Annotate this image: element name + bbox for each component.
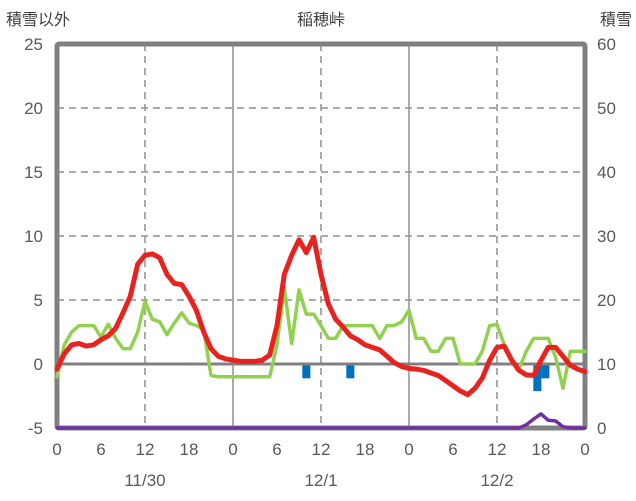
x-axis-tick-label: 18 [356, 440, 375, 459]
chart-title: 稲穂峠 [296, 12, 346, 29]
right-axis-tick-label: 20 [597, 291, 616, 310]
x-axis-tick-label: 12 [312, 440, 331, 459]
left-axis-title: 積雪以外 [6, 12, 71, 29]
x-axis-tick-label: 12 [136, 440, 155, 459]
right-axis-tick-label: 60 [597, 35, 616, 54]
temperature-red [54, 234, 588, 398]
x-axis-tick-label: 0 [52, 440, 61, 459]
x-axis-date-label: 12/2 [480, 471, 513, 490]
x-axis-tick-label: 6 [448, 440, 457, 459]
precipitation-blue-bar [541, 365, 550, 379]
left-axis-tick-label: -5 [28, 419, 43, 438]
left-axis-tick-label: 25 [24, 35, 43, 54]
green-line [55, 286, 587, 391]
x-axis-tick-label: 12 [488, 440, 507, 459]
x-axis-tick-label: 6 [272, 440, 281, 459]
right-axis-tick-label: 30 [597, 227, 616, 246]
snow-depth-purple [55, 412, 587, 430]
right-axis-tick-label: 50 [597, 99, 616, 118]
precipitation-blue-bar [302, 365, 311, 379]
x-axis-tick-label: 0 [228, 440, 237, 459]
right-axis-tick-label: 40 [597, 163, 616, 182]
left-axis-tick-label: 20 [24, 99, 43, 118]
x-axis-date-label: 11/30 [124, 471, 165, 490]
left-axis-tick-label: 15 [24, 163, 43, 182]
x-axis-date-label: 12/1 [304, 471, 337, 490]
x-axis-tick-label: 18 [180, 440, 199, 459]
x-axis-tick-label: 18 [532, 440, 551, 459]
left-axis-tick-label: 5 [34, 291, 43, 310]
x-axis-tick-label: 0 [404, 440, 413, 459]
right-axis-tick-label: 0 [597, 419, 606, 438]
left-axis-tick-label: 10 [24, 227, 43, 246]
x-axis-tick-label: 0 [580, 440, 589, 459]
x-axis-tick-label: 6 [96, 440, 105, 459]
precipitation-blue-bar [346, 365, 355, 379]
precipitation-blue-bar [533, 365, 542, 392]
right-axis-title: 積雪 [599, 12, 632, 29]
right-axis-tick-label: 10 [597, 355, 616, 374]
left-axis-tick-label: 0 [34, 355, 43, 374]
